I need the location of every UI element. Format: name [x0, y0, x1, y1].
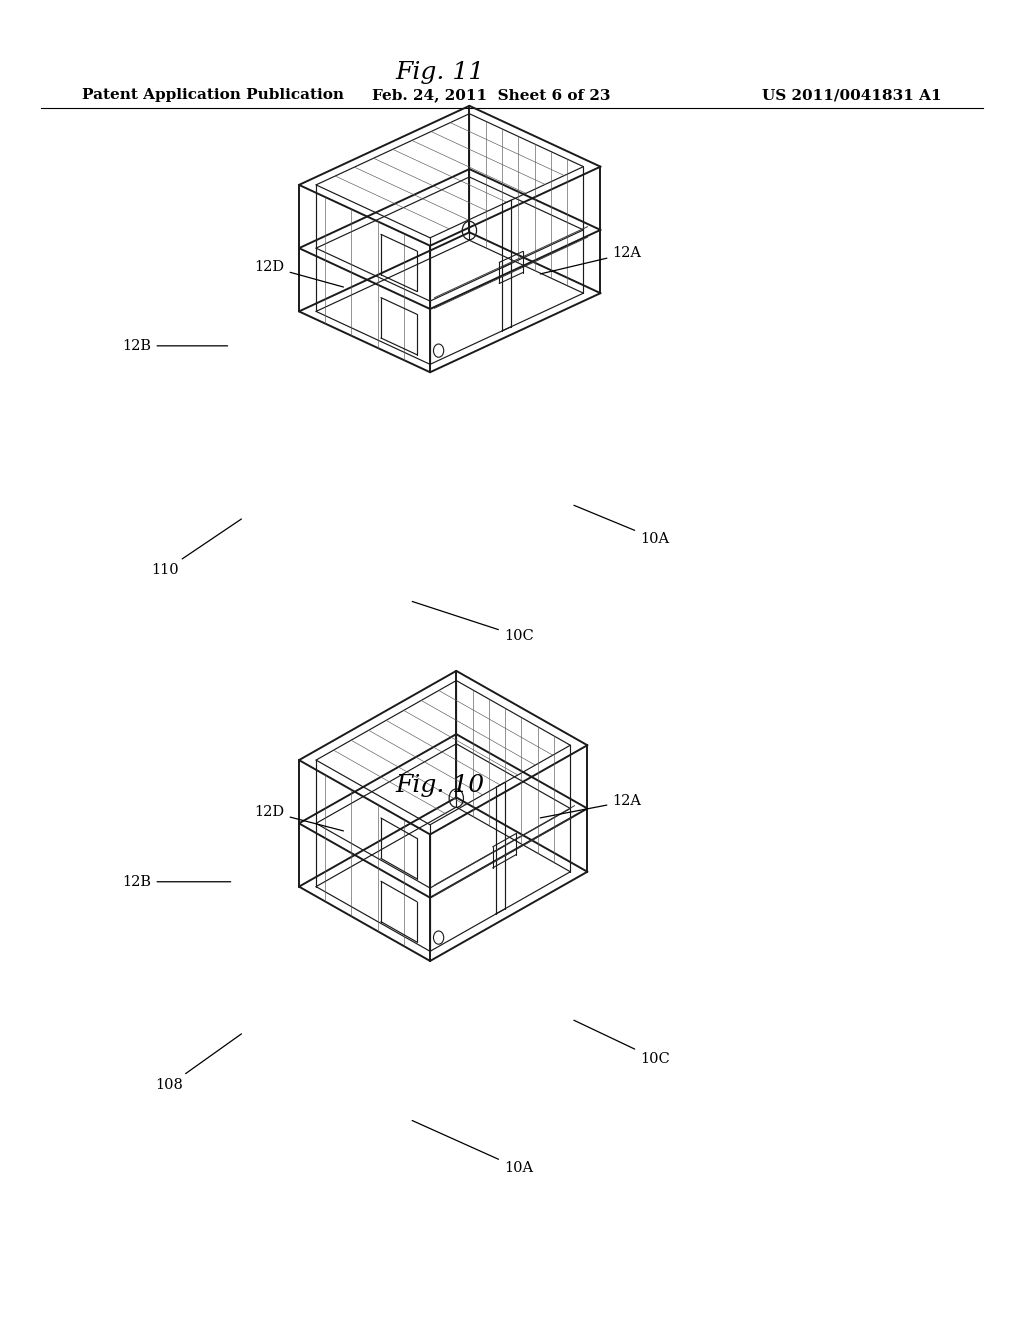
Text: Fig. 11: Fig. 11: [395, 61, 485, 84]
Text: 10C: 10C: [413, 602, 534, 643]
Text: 12D: 12D: [255, 260, 343, 286]
Text: 12B: 12B: [123, 339, 227, 352]
Text: US 2011/0041831 A1: US 2011/0041831 A1: [763, 88, 942, 102]
Text: 10C: 10C: [573, 1020, 670, 1065]
Text: Feb. 24, 2011  Sheet 6 of 23: Feb. 24, 2011 Sheet 6 of 23: [373, 88, 610, 102]
Text: 10A: 10A: [574, 506, 669, 545]
Text: 12A: 12A: [541, 795, 641, 818]
Text: Patent Application Publication: Patent Application Publication: [82, 88, 344, 102]
Text: 12D: 12D: [255, 805, 343, 830]
Text: 110: 110: [152, 519, 242, 577]
Text: 108: 108: [156, 1034, 242, 1092]
Text: 10A: 10A: [412, 1121, 532, 1175]
Text: 12A: 12A: [541, 247, 641, 275]
Text: 12B: 12B: [123, 875, 230, 888]
Text: Fig. 10: Fig. 10: [395, 774, 485, 797]
